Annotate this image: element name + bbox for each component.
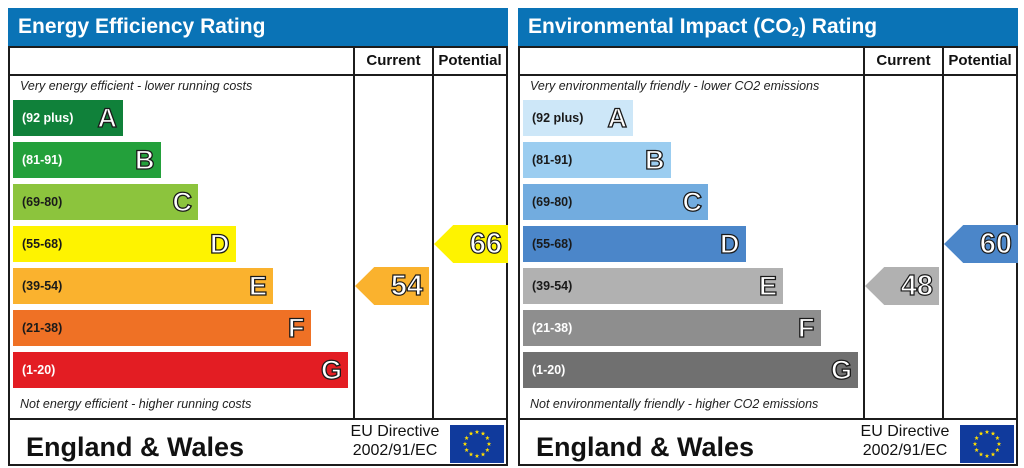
column-header-current: Current	[876, 52, 931, 69]
band-letter: E	[248, 270, 267, 301]
potential-rating-arrow: 60	[944, 225, 1018, 263]
band-range-label: (39-54)	[22, 279, 63, 293]
current-rating-value: 48	[900, 269, 933, 302]
band-letter: G	[320, 354, 342, 385]
band-range-label: (81-91)	[22, 153, 63, 167]
band-letter: A	[607, 102, 628, 133]
band-letter: E	[758, 270, 777, 301]
band-range-label: (69-80)	[22, 195, 63, 209]
rating-band-e: (39-54) E	[13, 268, 273, 304]
band-range-label: (21-38)	[22, 321, 63, 335]
eu-flag-icon	[450, 425, 504, 463]
band-range-label: (92 plus)	[532, 111, 584, 125]
rating-band-e: (39-54) E	[523, 268, 783, 304]
rating-band-c: (69-80) C	[13, 184, 198, 220]
band-letter: F	[797, 312, 815, 343]
rating-band-g: (1-20) G	[523, 352, 858, 388]
current-rating-arrow: 54	[355, 267, 429, 305]
top-note: Very energy efficient - lower running co…	[20, 79, 253, 93]
band-letter: F	[287, 312, 305, 343]
eu-directive-label: EU Directive 2002/91/EC	[350, 423, 440, 459]
band-letter: C	[682, 186, 703, 217]
rating-band-d: (55-68) D	[13, 226, 236, 262]
rating-band-b: (81-91) B	[523, 142, 671, 178]
rating-band-g: (1-20) G	[13, 352, 348, 388]
potential-rating-arrow: 66	[434, 225, 508, 263]
environmental-impact-chart: Environmental Impact (CO2) Rating Curren…	[518, 8, 1018, 466]
band-range-label: (39-54)	[532, 279, 573, 293]
eu-flag-icon	[960, 425, 1014, 463]
band-range-label: (1-20)	[532, 363, 566, 377]
band-letter: D	[209, 228, 230, 259]
band-letter: A	[97, 102, 118, 133]
column-header-potential: Potential	[948, 52, 1012, 69]
column-header-potential: Potential	[438, 52, 502, 69]
potential-rating-value: 60	[979, 227, 1012, 260]
rating-band-d: (55-68) D	[523, 226, 746, 262]
chart-body: Current Potential Very energy efficient …	[8, 46, 508, 466]
rating-band-f: (21-38) F	[13, 310, 311, 346]
region-label: England & Wales	[536, 432, 755, 462]
band-letter: G	[830, 354, 852, 385]
band-range-label: (1-20)	[22, 363, 56, 377]
current-rating-arrow: 48	[865, 267, 939, 305]
band-letter: B	[134, 144, 155, 175]
band-range-label: (21-38)	[532, 321, 573, 335]
band-range-label: (55-68)	[22, 237, 63, 251]
band-range-label: (81-91)	[532, 153, 573, 167]
chart-body: Current Potential Very environmentally f…	[518, 46, 1018, 466]
bottom-note: Not energy efficient - higher running co…	[20, 397, 252, 411]
rating-band-a: (92 plus) A	[523, 100, 633, 136]
band-letter: C	[172, 186, 193, 217]
band-range-label: (69-80)	[532, 195, 573, 209]
top-note: Very environmentally friendly - lower CO…	[530, 79, 820, 93]
bottom-note: Not environmentally friendly - higher CO…	[530, 397, 819, 411]
band-range-label: (55-68)	[532, 237, 573, 251]
potential-rating-value: 66	[469, 227, 502, 260]
rating-band-b: (81-91) B	[13, 142, 161, 178]
rating-band-f: (21-38) F	[523, 310, 821, 346]
energy-efficiency-chart: Energy Efficiency Rating Current Potenti…	[8, 8, 508, 466]
region-label: England & Wales	[26, 432, 245, 462]
rating-band-a: (92 plus) A	[13, 100, 123, 136]
band-letter: B	[644, 144, 665, 175]
column-header-current: Current	[366, 52, 421, 69]
band-letter: D	[719, 228, 740, 259]
current-rating-value: 54	[390, 269, 423, 302]
eu-directive-label: EU Directive 2002/91/EC	[860, 423, 950, 459]
chart-title: Energy Efficiency Rating	[8, 8, 508, 46]
rating-band-c: (69-80) C	[523, 184, 708, 220]
chart-title: Environmental Impact (CO2) Rating	[518, 8, 1018, 46]
band-range-label: (92 plus)	[22, 111, 74, 125]
